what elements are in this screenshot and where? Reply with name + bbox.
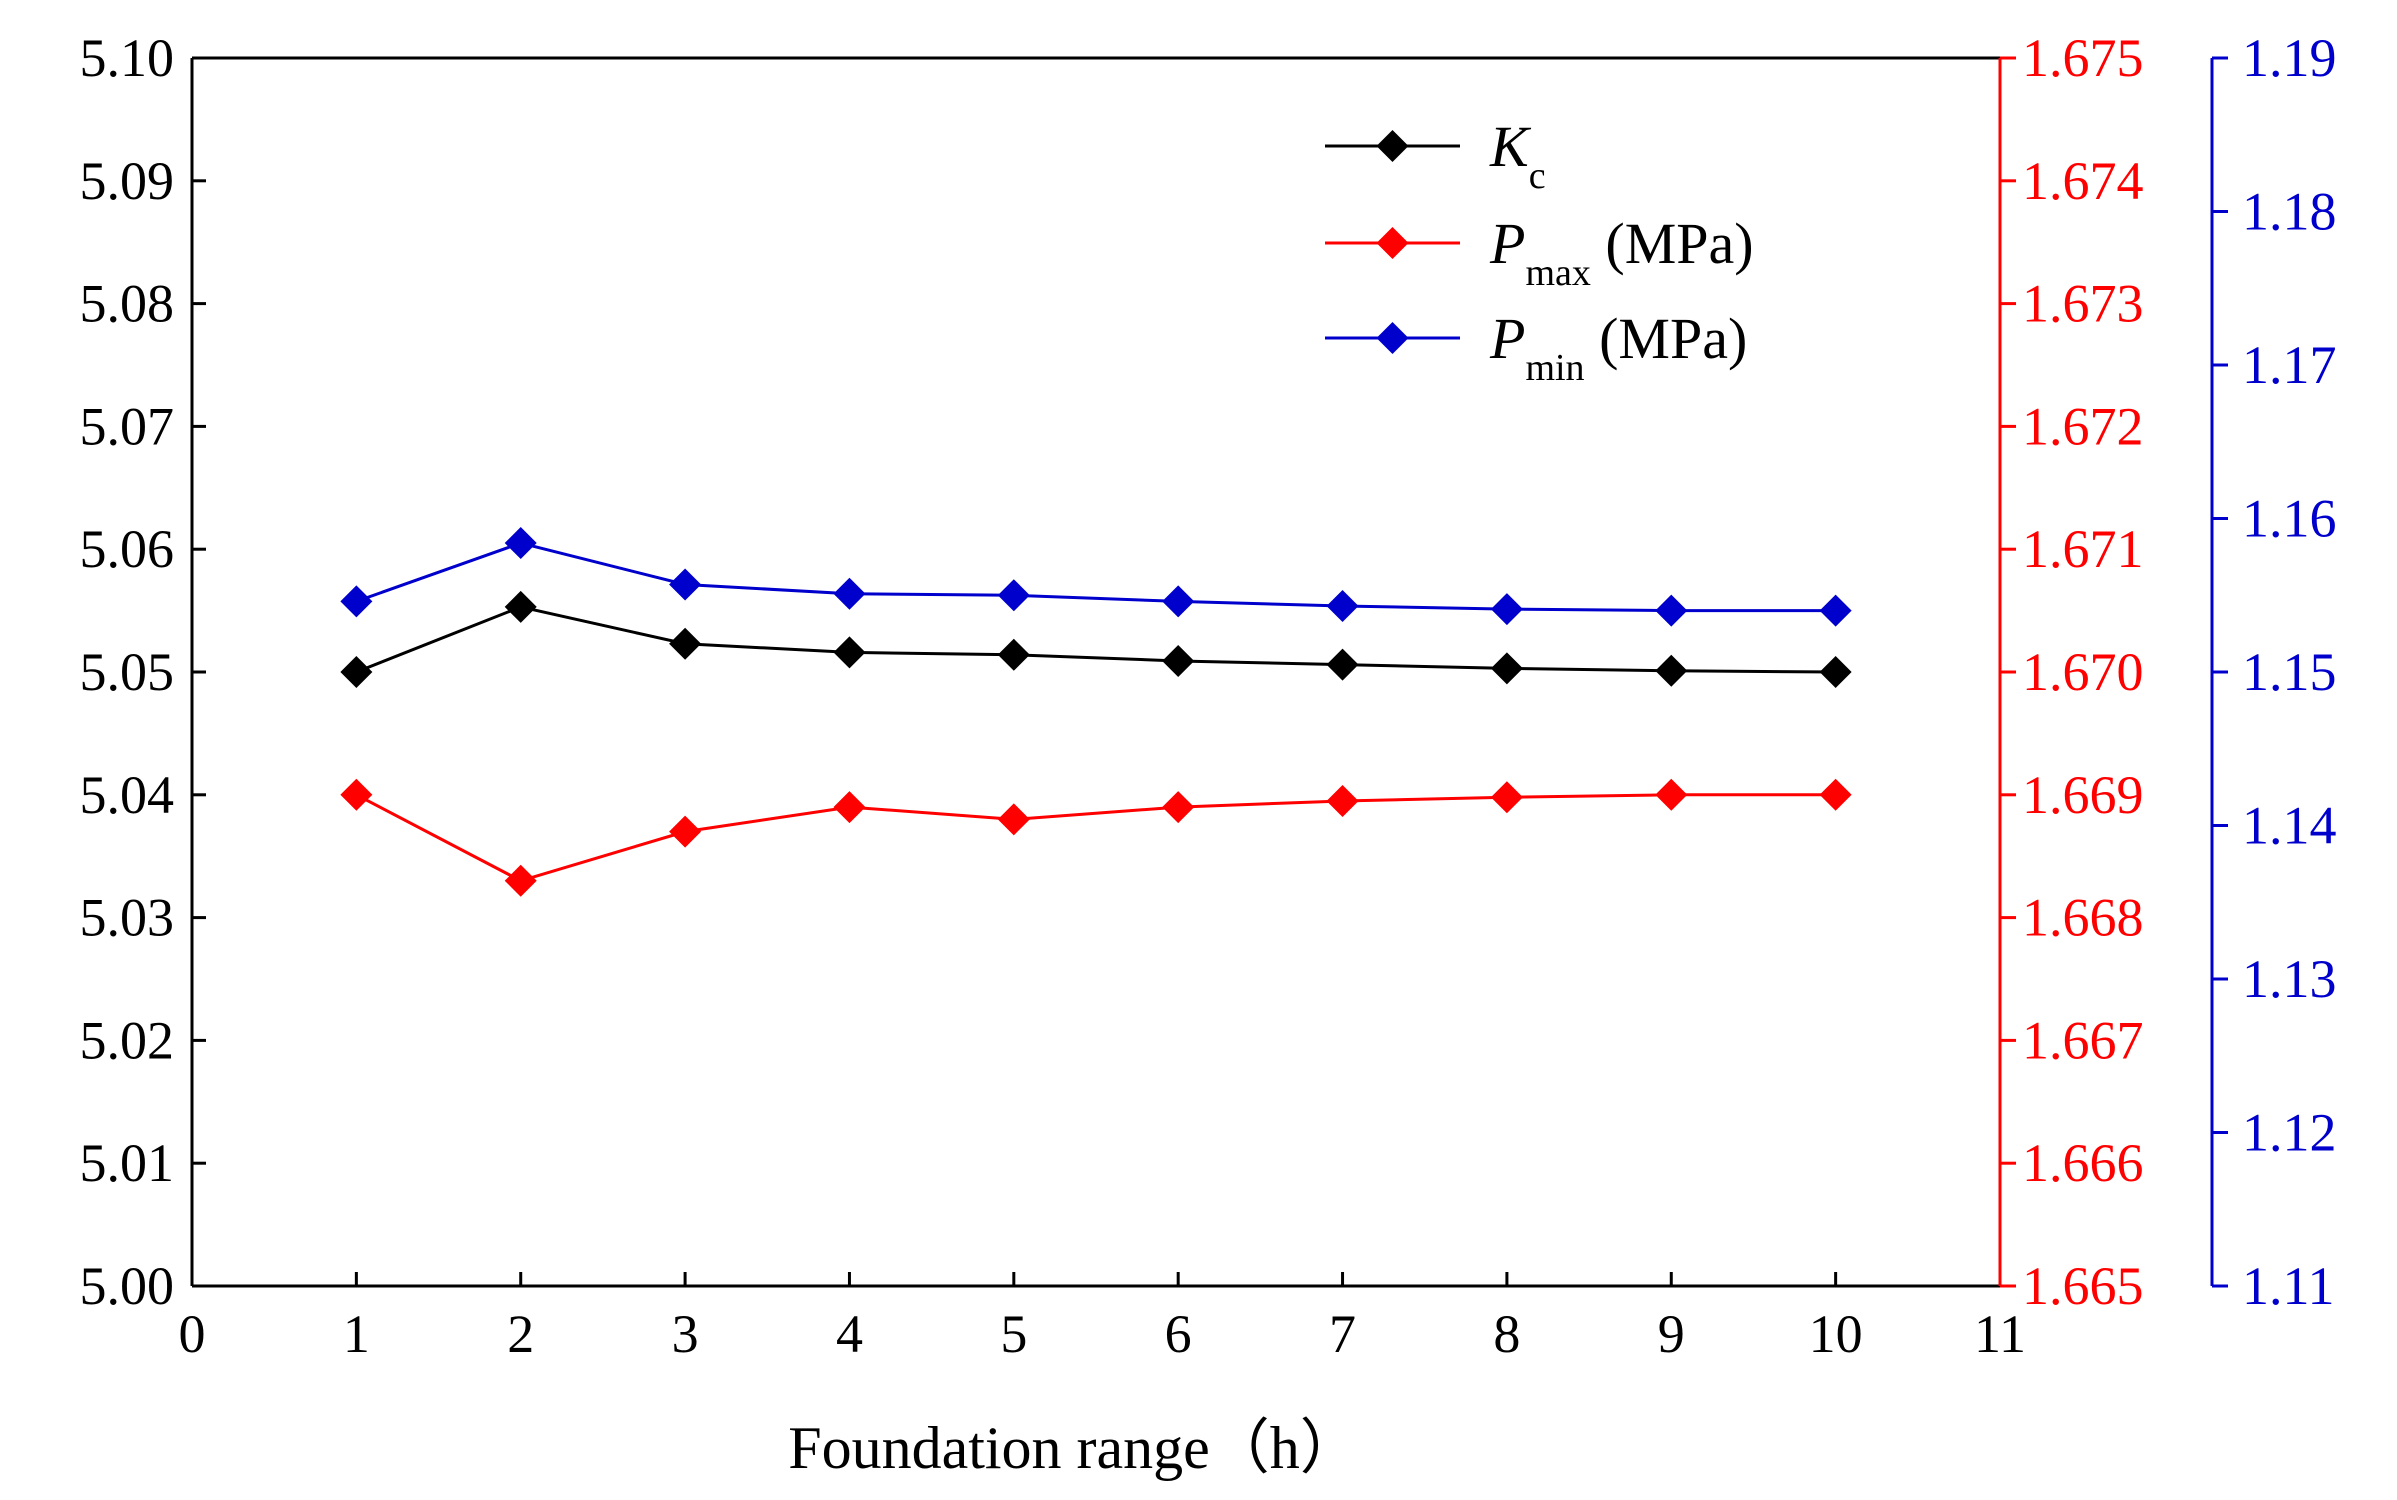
legend-item: Pmin (MPa): [1325, 306, 1747, 389]
data-point: [1326, 784, 1359, 817]
data-point: [1655, 654, 1688, 687]
left-y-tick-label: 5.03: [80, 888, 175, 948]
legend-label: Pmax (MPa): [1489, 211, 1754, 294]
legend-marker: [1376, 227, 1409, 259]
right-y1-tick-label: 1.669: [2022, 765, 2144, 825]
data-point: [1326, 589, 1359, 622]
legend-label: Kc: [1489, 114, 1546, 197]
legend-marker: [1376, 322, 1409, 354]
legend: Kc Pmax (MPa) Pmin (MPa): [1325, 114, 1754, 389]
data-point: [504, 864, 537, 897]
data-point: [833, 791, 866, 824]
right-y1-tick-label: 1.667: [2022, 1010, 2144, 1070]
data-point: [1326, 648, 1359, 681]
data-point: [1162, 585, 1195, 618]
right-y2-tick-label: 1.13: [2242, 949, 2337, 1009]
right-y1-tick-label: 1.670: [2022, 642, 2144, 702]
data-point: [1819, 594, 1852, 627]
right-y2-tick-label: 1.18: [2242, 182, 2337, 242]
left-y-tick-label: 5.08: [80, 274, 175, 334]
legend-item: Kc: [1325, 114, 1546, 197]
data-point: [340, 656, 373, 688]
x-tick-label: 4: [836, 1304, 863, 1364]
right-y1-tick-label: 1.665: [2022, 1256, 2144, 1316]
data-point: [1162, 644, 1195, 677]
series-2: [340, 527, 1852, 627]
left-y-tick-label: 5.02: [80, 1010, 175, 1070]
left-y-tick-label: 5.10: [80, 28, 175, 88]
left-y-tick-label: 5.00: [80, 1256, 175, 1316]
right-y2-tick-label: 1.19: [2242, 28, 2337, 88]
data-point: [669, 568, 702, 601]
data-point: [833, 577, 866, 610]
x-tick-label: 11: [1974, 1304, 2026, 1364]
x-tick-label: 6: [1165, 1304, 1192, 1364]
x-tick-label: 10: [1809, 1304, 1863, 1364]
x-tick-label: 9: [1658, 1304, 1685, 1364]
data-point: [1655, 594, 1688, 627]
right-y1-tick-label: 1.673: [2022, 274, 2144, 334]
series-line: [355, 541, 1836, 613]
series-0: [340, 590, 1852, 688]
x-tick-label: 7: [1329, 1304, 1356, 1364]
series-layer: [340, 527, 1852, 897]
right-y2-tick-label: 1.14: [2242, 796, 2337, 856]
right-y1-tick-label: 1.671: [2022, 519, 2144, 579]
data-point: [1490, 593, 1523, 626]
left-y-tick-label: 5.07: [80, 396, 175, 456]
data-point: [504, 590, 537, 623]
right-y1-tick-label: 1.674: [2022, 151, 2144, 211]
series-line: [355, 793, 1836, 883]
data-point: [669, 815, 702, 848]
data-point: [997, 579, 1030, 612]
data-point: [997, 638, 1030, 671]
left-y-tick-label: 5.04: [80, 765, 175, 825]
data-point: [1490, 652, 1523, 685]
data-point: [1655, 778, 1688, 811]
x-tick-label: 8: [1493, 1304, 1520, 1364]
right-y1-tick-label: 1.666: [2022, 1133, 2144, 1193]
data-point: [340, 778, 373, 811]
right-y1-tick-label: 1.675: [2022, 28, 2144, 88]
axes: 0 1 2 3 4 5 6 7 8 9 10 11 5.00 5.01 5.02 5.03 5.04 5.05 5.…: [80, 28, 2337, 1364]
left-y-tick-label: 5.05: [80, 642, 175, 702]
x-tick-label: 0: [179, 1304, 206, 1364]
right-y1-tick-label: 1.672: [2022, 396, 2144, 456]
legend-marker: [1376, 130, 1409, 162]
right-y2-tick-label: 1.11: [2242, 1256, 2335, 1316]
data-point: [669, 627, 702, 660]
x-tick-label: 1: [343, 1304, 370, 1364]
data-point: [1162, 791, 1195, 824]
data-point: [833, 636, 866, 669]
left-y-tick-label: 5.09: [80, 151, 175, 211]
right-y2-tick-label: 1.12: [2242, 1103, 2337, 1163]
legend-item: Pmax (MPa): [1325, 211, 1754, 294]
left-y-tick-label: 5.01: [80, 1133, 175, 1193]
data-point: [340, 585, 373, 618]
right-y2-tick-label: 1.15: [2242, 642, 2337, 702]
right-y1-tick-label: 1.668: [2022, 888, 2144, 948]
x-tick-label: 3: [672, 1304, 699, 1364]
legend-label: Pmin (MPa): [1489, 306, 1747, 389]
series-1: [340, 778, 1852, 897]
data-point: [1819, 656, 1852, 688]
data-point: [504, 527, 537, 560]
x-tick-label: 2: [507, 1304, 534, 1364]
data-point: [1819, 778, 1852, 811]
left-y-tick-label: 5.06: [80, 519, 175, 579]
data-point: [1490, 781, 1523, 814]
right-y2-tick-label: 1.16: [2242, 489, 2337, 549]
series-line: [355, 605, 1836, 674]
right-y2-tick-label: 1.17: [2242, 335, 2337, 395]
x-axis-title: Foundation range（h）: [788, 1415, 1360, 1481]
data-point: [997, 803, 1030, 836]
x-tick-label: 5: [1000, 1304, 1027, 1364]
